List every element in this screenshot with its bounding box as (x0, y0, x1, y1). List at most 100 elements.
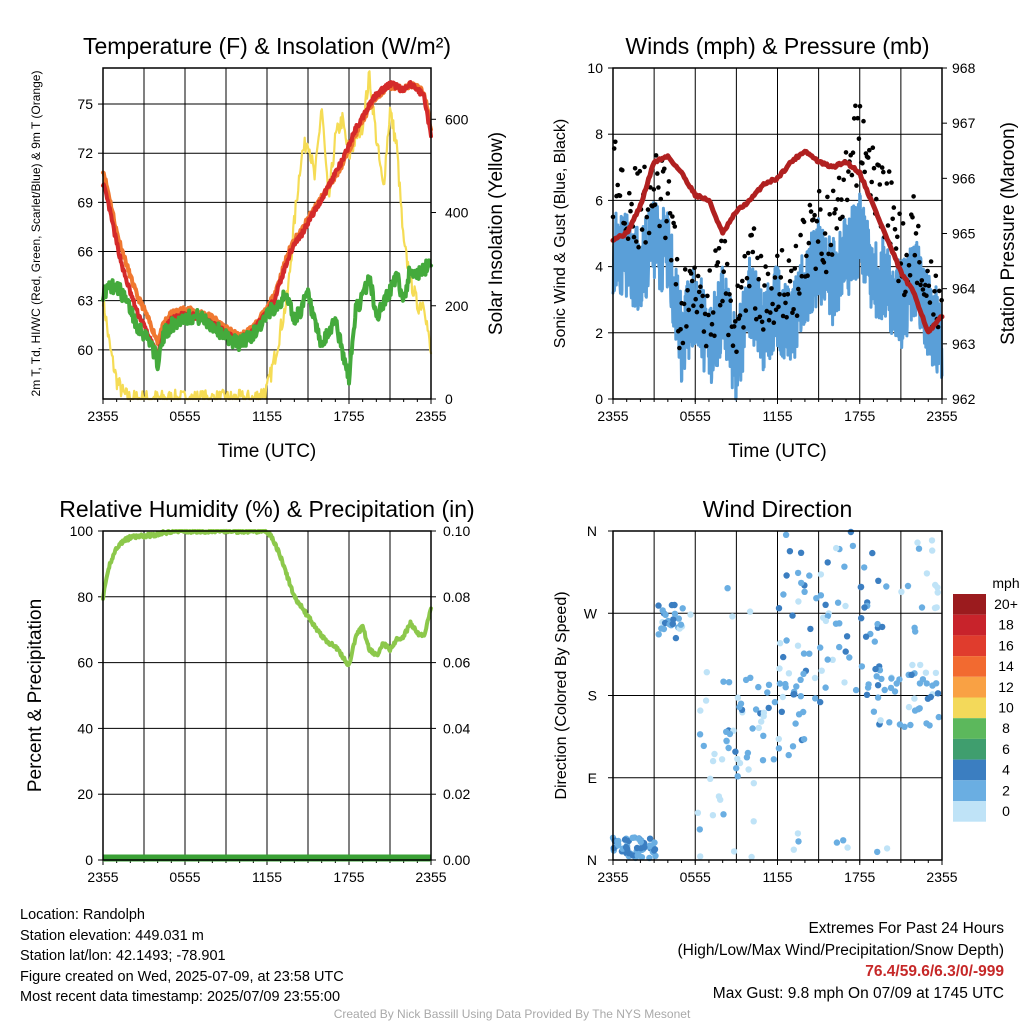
wind-direction-point (703, 669, 710, 676)
wind-direction-point (790, 691, 797, 698)
wind-direction-point (793, 683, 800, 690)
plot-frame (102, 67, 432, 400)
gust-point (686, 307, 691, 313)
gust-point (867, 147, 872, 153)
wind-direction-point (806, 650, 813, 657)
wind-direction-point (755, 724, 762, 732)
wind-direction-point (841, 563, 848, 570)
x-tick-label: 2355 (87, 408, 118, 424)
gust-point (806, 240, 812, 246)
plot-frame (612, 67, 943, 400)
wind-direction-point (915, 545, 923, 552)
y-tick-label-right: 0.02 (443, 786, 470, 802)
wind-direction-point (782, 531, 790, 538)
y-axis-label: 2m T, Td, HI/WC (Red, Green, Scarlet/Blu… (29, 71, 43, 397)
gust-point (786, 258, 792, 263)
gust-point (935, 324, 941, 330)
gust-point (931, 312, 936, 317)
y-tick-label-right: 0 (445, 391, 453, 407)
x-tick-label: 1155 (252, 408, 282, 424)
wind-direction-point (621, 836, 629, 843)
gust-point (805, 273, 810, 279)
gust-point (897, 211, 902, 217)
wind-direction-point (871, 638, 878, 645)
wind-direction-point (888, 675, 895, 682)
gust-point (836, 175, 842, 181)
wind-direction-point (795, 838, 802, 845)
wind-direction-point (780, 653, 787, 661)
wind-direction-point (645, 843, 653, 850)
gust-point (876, 163, 881, 168)
wind-direction-point (818, 667, 825, 674)
gust-point (869, 179, 874, 185)
gust-point (792, 266, 798, 271)
gust-point (639, 227, 645, 232)
legend-label: 4 (1002, 762, 1010, 778)
gust-point (833, 207, 838, 212)
wind-direction-point (771, 698, 779, 706)
gust-point (631, 234, 637, 240)
wind-direction-point (874, 848, 881, 856)
gust-point (730, 343, 736, 349)
gust-point (684, 324, 689, 329)
gust-point (719, 238, 724, 244)
gust-point (801, 219, 807, 225)
y-tick-label-right: 0.06 (443, 655, 470, 671)
gust-point (764, 308, 770, 314)
gust-point (744, 275, 750, 281)
wind-direction-point (812, 695, 819, 702)
gust-point (759, 319, 765, 325)
wind-direction-point (907, 721, 914, 729)
wind-direction-point (864, 684, 872, 691)
gust-point (813, 266, 818, 272)
wind-direction-point (747, 674, 754, 681)
wind-direction-point (782, 680, 789, 688)
wind-direction-point (878, 675, 885, 683)
wind-direction-point (817, 644, 824, 651)
gust-point (751, 226, 757, 231)
gust-point (927, 300, 933, 305)
gust-point (667, 211, 673, 216)
gust-point (699, 303, 704, 309)
wind-direction-point (824, 559, 831, 566)
meteogram-figure: 2355 0555 1155 1755 2355 Temperature (F) & In… (25, 33, 1020, 885)
gust-point (856, 136, 862, 141)
gust-point (890, 216, 895, 222)
gust-point (740, 278, 745, 284)
gust-point (677, 345, 682, 351)
wind-direction-point (879, 623, 886, 631)
wind-direction-point (794, 830, 802, 837)
gust-point (830, 188, 836, 194)
wind-direction-point (783, 572, 790, 579)
gust-point (741, 325, 746, 330)
gust-point (822, 231, 828, 236)
wind-direction-point (776, 680, 784, 687)
wind-direction-point (873, 673, 880, 680)
wind-direction-point (800, 736, 808, 743)
wind-direction-point (877, 717, 884, 724)
gust-point (862, 169, 867, 175)
y-tick-label: 72 (77, 145, 93, 161)
gust-point (840, 214, 845, 220)
wind-direction-point (841, 679, 848, 686)
legend-swatch (953, 594, 986, 615)
gust-point (627, 190, 632, 196)
wind-direction-point (922, 669, 930, 676)
wind-direction-point (750, 818, 757, 825)
y-tick-label: 63 (77, 293, 93, 309)
gust-point (907, 273, 913, 278)
gust-point (841, 177, 846, 183)
wind-direction-point (755, 683, 762, 691)
gust-point (928, 259, 934, 264)
y-tick-label: E (588, 770, 597, 786)
gust-point (884, 181, 890, 186)
chart-title: Winds (mph) & Pressure (mb) (625, 33, 929, 59)
gust-point (671, 220, 676, 226)
wind-direction-point (694, 809, 702, 816)
y-tick-label: 80 (77, 589, 93, 605)
gust-point (689, 278, 695, 284)
gust-point (670, 214, 675, 219)
gust-point (758, 253, 764, 259)
x-axis-label: Time (UTC) (218, 441, 317, 462)
gust-point (870, 145, 876, 150)
